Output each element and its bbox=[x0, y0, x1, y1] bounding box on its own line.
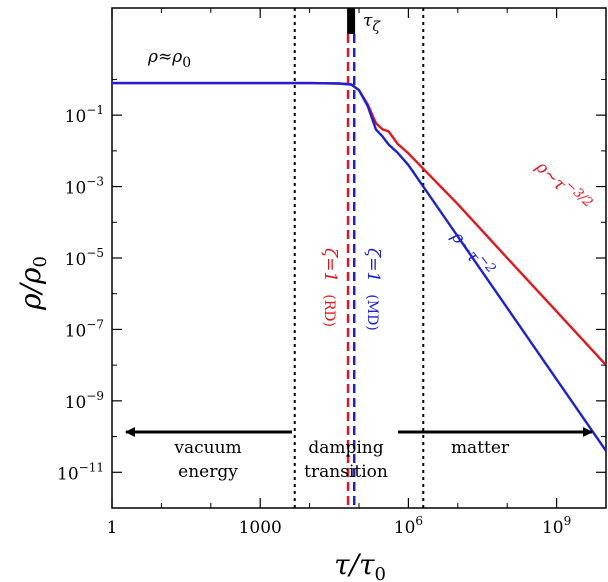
y-tick-label: 10−1 bbox=[65, 103, 104, 127]
slope-red-label: ρ~τ−3/2 bbox=[531, 154, 595, 217]
region-damping-1: damping bbox=[308, 438, 383, 458]
zeta-md-label: ζ=1(MD) bbox=[363, 248, 383, 331]
series-line-1 bbox=[112, 81, 607, 452]
y-tick-label: 10−9 bbox=[65, 389, 104, 413]
plot-area: 1 1000 106 109 10−1 10−3 10−5 10−7 10−9 10−11 bbox=[57, 7, 607, 538]
vertical-markers bbox=[293, 8, 425, 508]
x-tick-label: 109 bbox=[542, 514, 571, 538]
x-tick-label: 106 bbox=[394, 514, 423, 538]
region-matter: matter bbox=[451, 438, 510, 458]
x-axis-title: τ/τ0 bbox=[334, 548, 386, 582]
tau-zeta-label: τζ bbox=[363, 11, 381, 35]
y-axis-title: ρ/ρ0 bbox=[14, 256, 51, 311]
y-ticks: 10−1 10−3 10−5 10−7 10−9 10−11 bbox=[57, 7, 606, 509]
y-tick-label: 10−7 bbox=[65, 317, 104, 341]
tau-zeta-marker bbox=[347, 8, 356, 34]
x-ticks: 1 1000 106 109 bbox=[107, 8, 571, 538]
y-tick-label: 10−11 bbox=[57, 460, 104, 484]
y-tick-label: 10−5 bbox=[65, 246, 104, 270]
zeta-rd-label: ζ=1(RD) bbox=[320, 248, 340, 327]
y-tick-label: 10−3 bbox=[65, 175, 104, 199]
region-damping-2: transition bbox=[304, 462, 388, 482]
rho-constant-label: ρ≈ρ0 bbox=[147, 47, 191, 71]
series-line-0 bbox=[112, 81, 607, 366]
curves bbox=[112, 81, 607, 452]
region-vacuum-1: vacuum bbox=[173, 438, 241, 458]
region-vacuum-2: energy bbox=[178, 462, 238, 482]
x-tick-label: 1 bbox=[107, 518, 118, 538]
x-tick-label: 1000 bbox=[239, 518, 282, 538]
